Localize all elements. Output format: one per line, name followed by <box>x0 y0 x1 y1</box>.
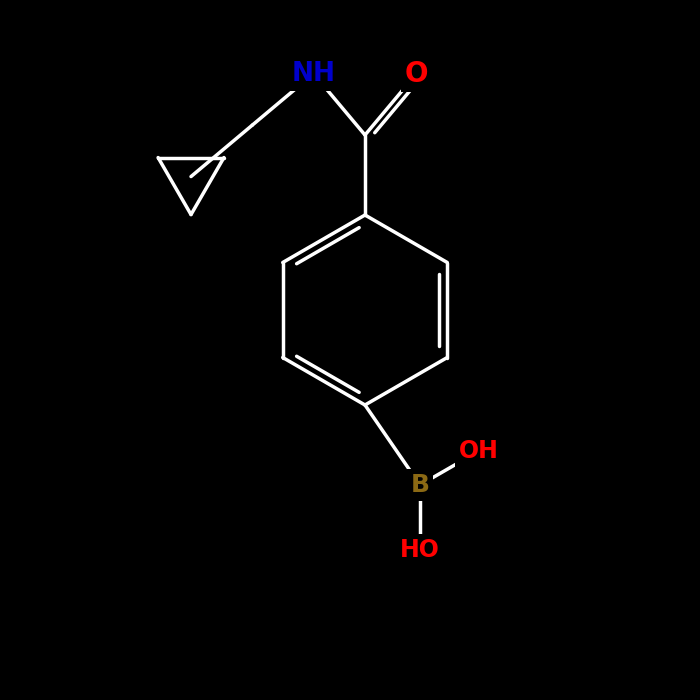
Text: OH: OH <box>459 439 499 463</box>
Text: B: B <box>410 473 430 497</box>
Text: NH: NH <box>292 61 335 87</box>
Text: HO: HO <box>400 538 440 562</box>
Text: O: O <box>405 60 428 88</box>
